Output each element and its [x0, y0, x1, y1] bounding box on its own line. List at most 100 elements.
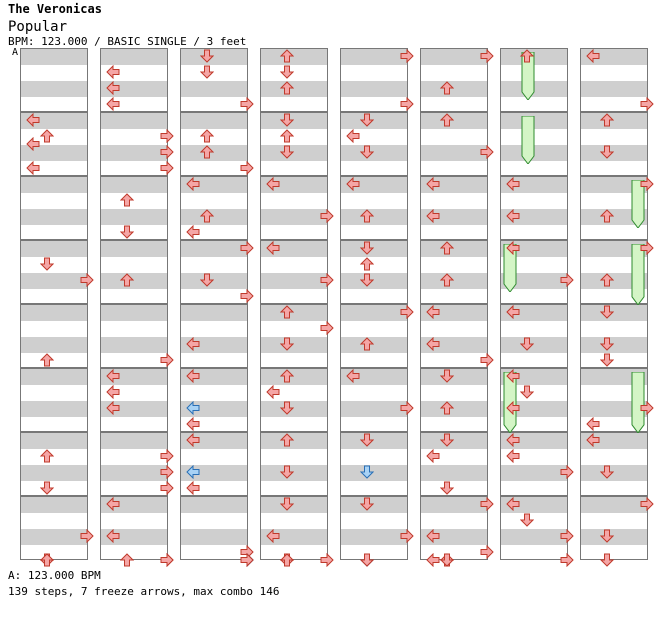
left-arrow-icon — [426, 304, 440, 319]
measure — [580, 112, 648, 176]
down-arrow-icon — [200, 65, 214, 80]
measure — [340, 48, 408, 112]
left-arrow-icon — [186, 176, 200, 191]
down-arrow-icon — [600, 145, 614, 159]
up-arrow-icon — [200, 129, 214, 143]
up-arrow-icon — [440, 272, 454, 287]
down-arrow-icon — [280, 145, 294, 159]
measure — [500, 304, 568, 368]
measure — [100, 432, 168, 496]
right-arrow-icon — [560, 272, 574, 287]
right-arrow-icon — [160, 161, 174, 176]
measure — [180, 240, 248, 304]
measure — [20, 240, 88, 304]
chart-column — [260, 48, 334, 567]
left-arrow-icon — [506, 176, 520, 191]
bpm-marker: A — [12, 47, 19, 58]
measure — [260, 432, 328, 496]
freeze-arrow — [631, 244, 645, 305]
measure — [20, 368, 88, 432]
down-arrow-icon — [280, 465, 294, 479]
left-arrow-icon — [506, 496, 520, 511]
measure — [20, 432, 88, 496]
right-arrow-icon — [240, 289, 254, 304]
down-arrow-icon — [280, 401, 294, 415]
right-arrow-icon — [400, 400, 414, 415]
right-arrow-icon — [640, 496, 654, 511]
left-arrow-icon — [186, 368, 200, 383]
right-arrow-icon — [480, 545, 494, 560]
up-arrow-icon — [440, 400, 454, 415]
down-arrow-icon — [440, 553, 454, 567]
left-arrow-icon — [106, 80, 120, 95]
freeze-arrow — [521, 116, 535, 164]
measure — [260, 304, 328, 368]
right-arrow-icon — [400, 48, 414, 63]
down-arrow-icon — [200, 273, 214, 287]
measure — [340, 432, 408, 496]
down-arrow-icon — [200, 49, 214, 63]
chart-column — [500, 48, 574, 567]
bpm-summary: A: 123.000 BPM — [8, 569, 101, 582]
left-arrow-icon — [186, 400, 200, 415]
right-arrow-icon — [640, 240, 654, 255]
left-arrow-icon — [266, 528, 280, 543]
right-arrow-icon — [320, 553, 334, 567]
chart-column — [580, 48, 654, 567]
down-arrow-icon — [520, 385, 534, 400]
left-arrow-icon — [106, 385, 120, 400]
right-arrow-icon — [240, 240, 254, 255]
right-arrow-icon — [160, 481, 174, 496]
up-arrow-icon — [440, 112, 454, 127]
measure — [420, 112, 488, 176]
down-arrow-icon — [520, 513, 534, 528]
chart-column — [180, 48, 254, 567]
right-arrow-icon — [560, 528, 574, 543]
right-arrow-icon — [400, 528, 414, 543]
measure — [180, 496, 248, 560]
up-arrow-icon — [280, 48, 294, 63]
left-arrow-icon — [186, 225, 200, 240]
chart-column — [20, 48, 94, 567]
left-arrow-icon — [26, 112, 40, 127]
right-arrow-icon — [480, 144, 494, 159]
down-arrow-icon — [280, 337, 294, 351]
right-arrow-icon — [80, 528, 94, 543]
right-arrow-icon — [400, 97, 414, 112]
left-arrow-icon — [506, 240, 520, 255]
measure — [340, 112, 408, 176]
measure — [100, 240, 168, 304]
left-arrow-icon — [106, 368, 120, 383]
left-arrow-icon — [506, 432, 520, 447]
left-arrow-icon — [346, 368, 360, 383]
measure — [20, 496, 88, 560]
right-arrow-icon — [160, 144, 174, 159]
left-arrow-icon — [506, 208, 520, 223]
up-arrow-icon — [520, 48, 534, 63]
down-arrow-icon — [600, 353, 614, 368]
left-arrow-icon — [426, 176, 440, 191]
left-arrow-icon — [346, 176, 360, 191]
down-arrow-icon — [600, 337, 614, 351]
right-arrow-icon — [80, 272, 94, 287]
measure — [260, 112, 328, 176]
down-arrow-icon — [360, 465, 374, 479]
right-arrow-icon — [320, 208, 334, 223]
measure — [420, 368, 488, 432]
right-arrow-icon — [560, 553, 574, 567]
up-arrow-icon — [40, 129, 54, 143]
right-arrow-icon — [240, 161, 254, 176]
down-arrow-icon — [440, 433, 454, 447]
measure — [340, 240, 408, 304]
left-arrow-icon — [266, 176, 280, 191]
up-arrow-icon — [280, 80, 294, 95]
left-arrow-icon — [186, 417, 200, 432]
down-arrow-icon — [360, 553, 374, 567]
right-arrow-icon — [640, 176, 654, 191]
measure — [500, 432, 568, 496]
left-arrow-icon — [426, 208, 440, 223]
down-arrow-icon — [280, 497, 294, 511]
left-arrow-icon — [426, 553, 440, 567]
measure — [420, 496, 488, 560]
left-arrow-icon — [426, 449, 440, 464]
